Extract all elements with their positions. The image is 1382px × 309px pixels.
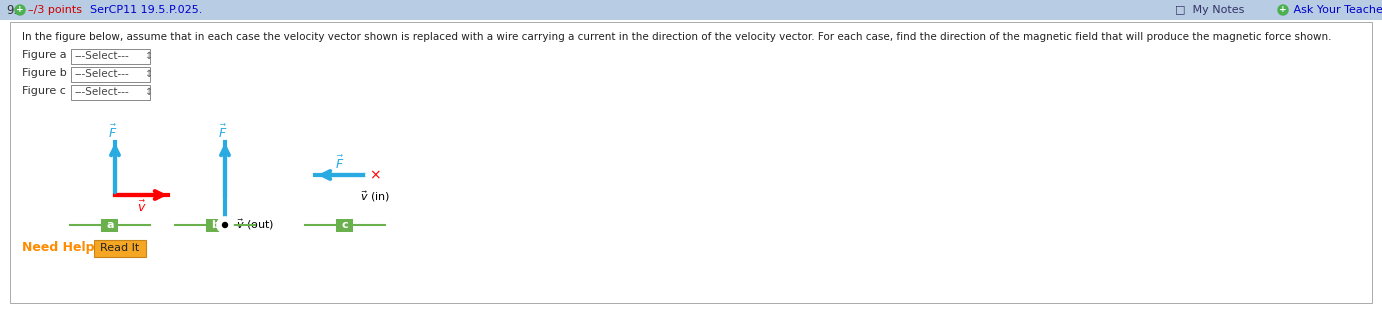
FancyBboxPatch shape — [101, 218, 119, 231]
Text: $\times$: $\times$ — [369, 168, 381, 182]
FancyBboxPatch shape — [72, 49, 151, 64]
Text: ↕: ↕ — [145, 87, 153, 97]
FancyBboxPatch shape — [72, 66, 151, 82]
Circle shape — [1278, 5, 1288, 15]
Text: $\vec{F}$: $\vec{F}$ — [336, 154, 344, 171]
Text: c: c — [341, 220, 348, 230]
Text: Ask Your Teacher: Ask Your Teacher — [1289, 5, 1382, 15]
Text: ---Select---: ---Select--- — [75, 69, 130, 79]
Text: $\vec{F}$: $\vec{F}$ — [218, 123, 228, 141]
Circle shape — [223, 222, 228, 227]
Text: Figure b: Figure b — [22, 68, 66, 78]
Text: $\vec{v}$: $\vec{v}$ — [137, 199, 146, 215]
Circle shape — [15, 5, 25, 15]
FancyBboxPatch shape — [72, 84, 151, 99]
Text: □  My Notes: □ My Notes — [1175, 5, 1244, 15]
Circle shape — [366, 166, 384, 184]
Text: ↕: ↕ — [145, 51, 153, 61]
Text: ↕: ↕ — [145, 69, 153, 79]
Text: In the figure below, assume that in each case the velocity vector shown is repla: In the figure below, assume that in each… — [22, 32, 1331, 42]
Text: $\vec{F}$: $\vec{F}$ — [108, 123, 117, 141]
Text: +: + — [1280, 6, 1287, 15]
FancyBboxPatch shape — [336, 218, 354, 231]
Text: Need Help?: Need Help? — [22, 242, 102, 255]
Bar — [0, 0, 1382, 20]
Text: ---Select---: ---Select--- — [75, 51, 130, 61]
Text: Figure c: Figure c — [22, 86, 66, 96]
Text: b: b — [211, 220, 218, 230]
Text: 9.: 9. — [6, 3, 17, 16]
Text: Read It: Read It — [101, 243, 140, 253]
FancyBboxPatch shape — [94, 240, 146, 257]
Text: Figure a: Figure a — [22, 50, 66, 60]
Text: –/3 points: –/3 points — [28, 5, 82, 15]
Circle shape — [217, 217, 234, 233]
FancyBboxPatch shape — [206, 218, 224, 231]
Text: a: a — [106, 220, 113, 230]
Text: SerCP11 19.5.P.025.: SerCP11 19.5.P.025. — [90, 5, 202, 15]
Text: +: + — [17, 6, 23, 15]
Text: $\vec{v}$ (in): $\vec{v}$ (in) — [359, 189, 390, 204]
Text: $\vec{v}$ (out): $\vec{v}$ (out) — [236, 218, 274, 232]
Text: ---Select---: ---Select--- — [75, 87, 130, 97]
